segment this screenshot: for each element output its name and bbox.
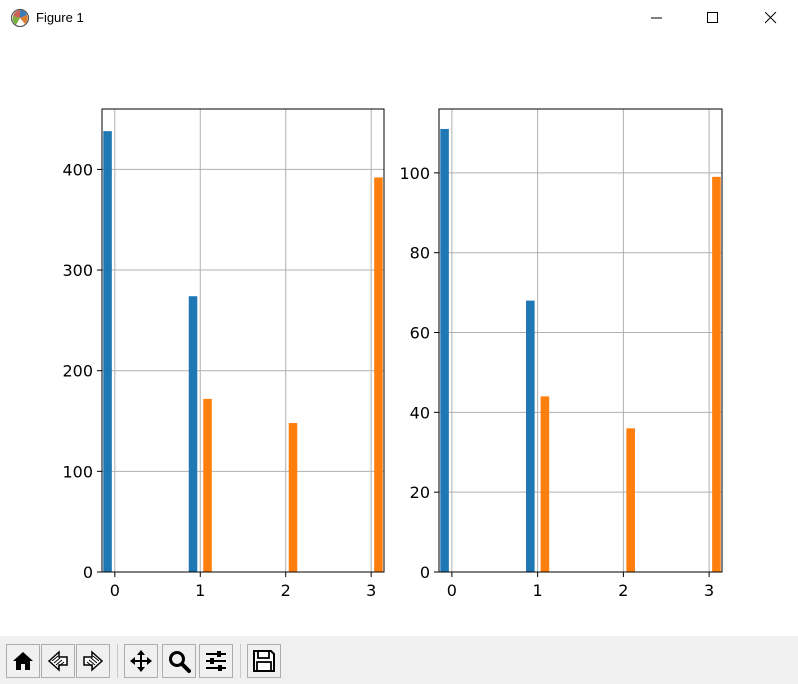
x-tick-label: 0 (110, 581, 120, 600)
bar-series-2-cat-2 (288, 423, 298, 572)
save-icon (253, 650, 275, 672)
pan-icon (130, 650, 152, 672)
close-button[interactable] (748, 0, 794, 36)
axes-frame (438, 108, 723, 573)
bar-series-2-cat-3 (374, 177, 383, 572)
zoom-button[interactable] (162, 644, 196, 678)
y-tick-label: 0 (420, 563, 430, 582)
bar-series-2-cat-3 (712, 176, 721, 572)
y-tick-label: 200 (62, 362, 93, 381)
y-tick-label: 400 (62, 160, 93, 179)
back-button[interactable] (41, 644, 75, 678)
x-tick-label: 0 (447, 581, 457, 600)
y-tick-label: 20 (410, 483, 430, 502)
x-tick-label: 2 (618, 581, 628, 600)
y-tick-label: 100 (399, 164, 430, 183)
bar-series-2-cat-1 (203, 398, 212, 572)
y-tick-label: 80 (410, 244, 430, 263)
maximize-button[interactable] (690, 0, 736, 36)
minimize-button[interactable] (634, 0, 680, 36)
matplotlib-logo-icon (11, 9, 29, 27)
bar-series-1-cat-0 (103, 131, 112, 572)
bar-series-2-cat-1 (540, 396, 550, 572)
save-button[interactable] (247, 644, 281, 678)
close-icon (765, 12, 777, 24)
back-icon (47, 650, 68, 672)
axes-frame (101, 108, 385, 573)
bar-series-1-cat-1 (526, 300, 535, 572)
configure-icon (206, 651, 226, 671)
configure-subplots-button[interactable] (199, 644, 233, 678)
bar-series-1-cat-1 (188, 296, 198, 572)
y-tick-label: 0 (83, 563, 93, 582)
navigation-toolbar (0, 636, 798, 684)
window-title: Figure 1 (36, 10, 84, 25)
home-button[interactable] (6, 644, 40, 678)
home-icon (13, 652, 33, 670)
y-tick-label: 60 (410, 324, 430, 343)
x-tick-label: 1 (533, 581, 543, 600)
y-tick-label: 40 (410, 403, 430, 422)
subplot-1: 0 1 2 3 0 100 200 300 400 (62, 108, 385, 600)
toolbar-separator (240, 644, 241, 678)
forward-icon (83, 650, 104, 672)
title-bar: Figure 1 (0, 0, 798, 36)
bar-series-1-cat-0 (440, 128, 449, 572)
x-tick-label: 2 (281, 581, 291, 600)
x-tick-label: 3 (366, 581, 376, 600)
pan-button[interactable] (124, 644, 158, 678)
x-tick-label: 1 (195, 581, 205, 600)
figure-svg: 0 1 2 3 0 100 200 300 400 0 1 2 3 0 20 40 60 80 100 (62, 108, 723, 600)
toolbar-separator (117, 644, 118, 678)
minimize-icon (651, 17, 662, 19)
y-tick-label: 300 (62, 261, 93, 280)
figure-canvas: 0 1 2 3 0 100 200 300 400 0 1 2 3 0 20 40 60 80 100 (0, 36, 798, 636)
subplot-2: 0 1 2 3 0 20 40 60 80 100 (399, 108, 723, 600)
forward-button[interactable] (76, 644, 110, 678)
y-tick-label: 100 (62, 462, 93, 481)
maximize-icon (707, 12, 718, 23)
x-tick-label: 3 (704, 581, 714, 600)
zoom-icon (169, 651, 191, 673)
bar-series-2-cat-2 (626, 428, 635, 572)
